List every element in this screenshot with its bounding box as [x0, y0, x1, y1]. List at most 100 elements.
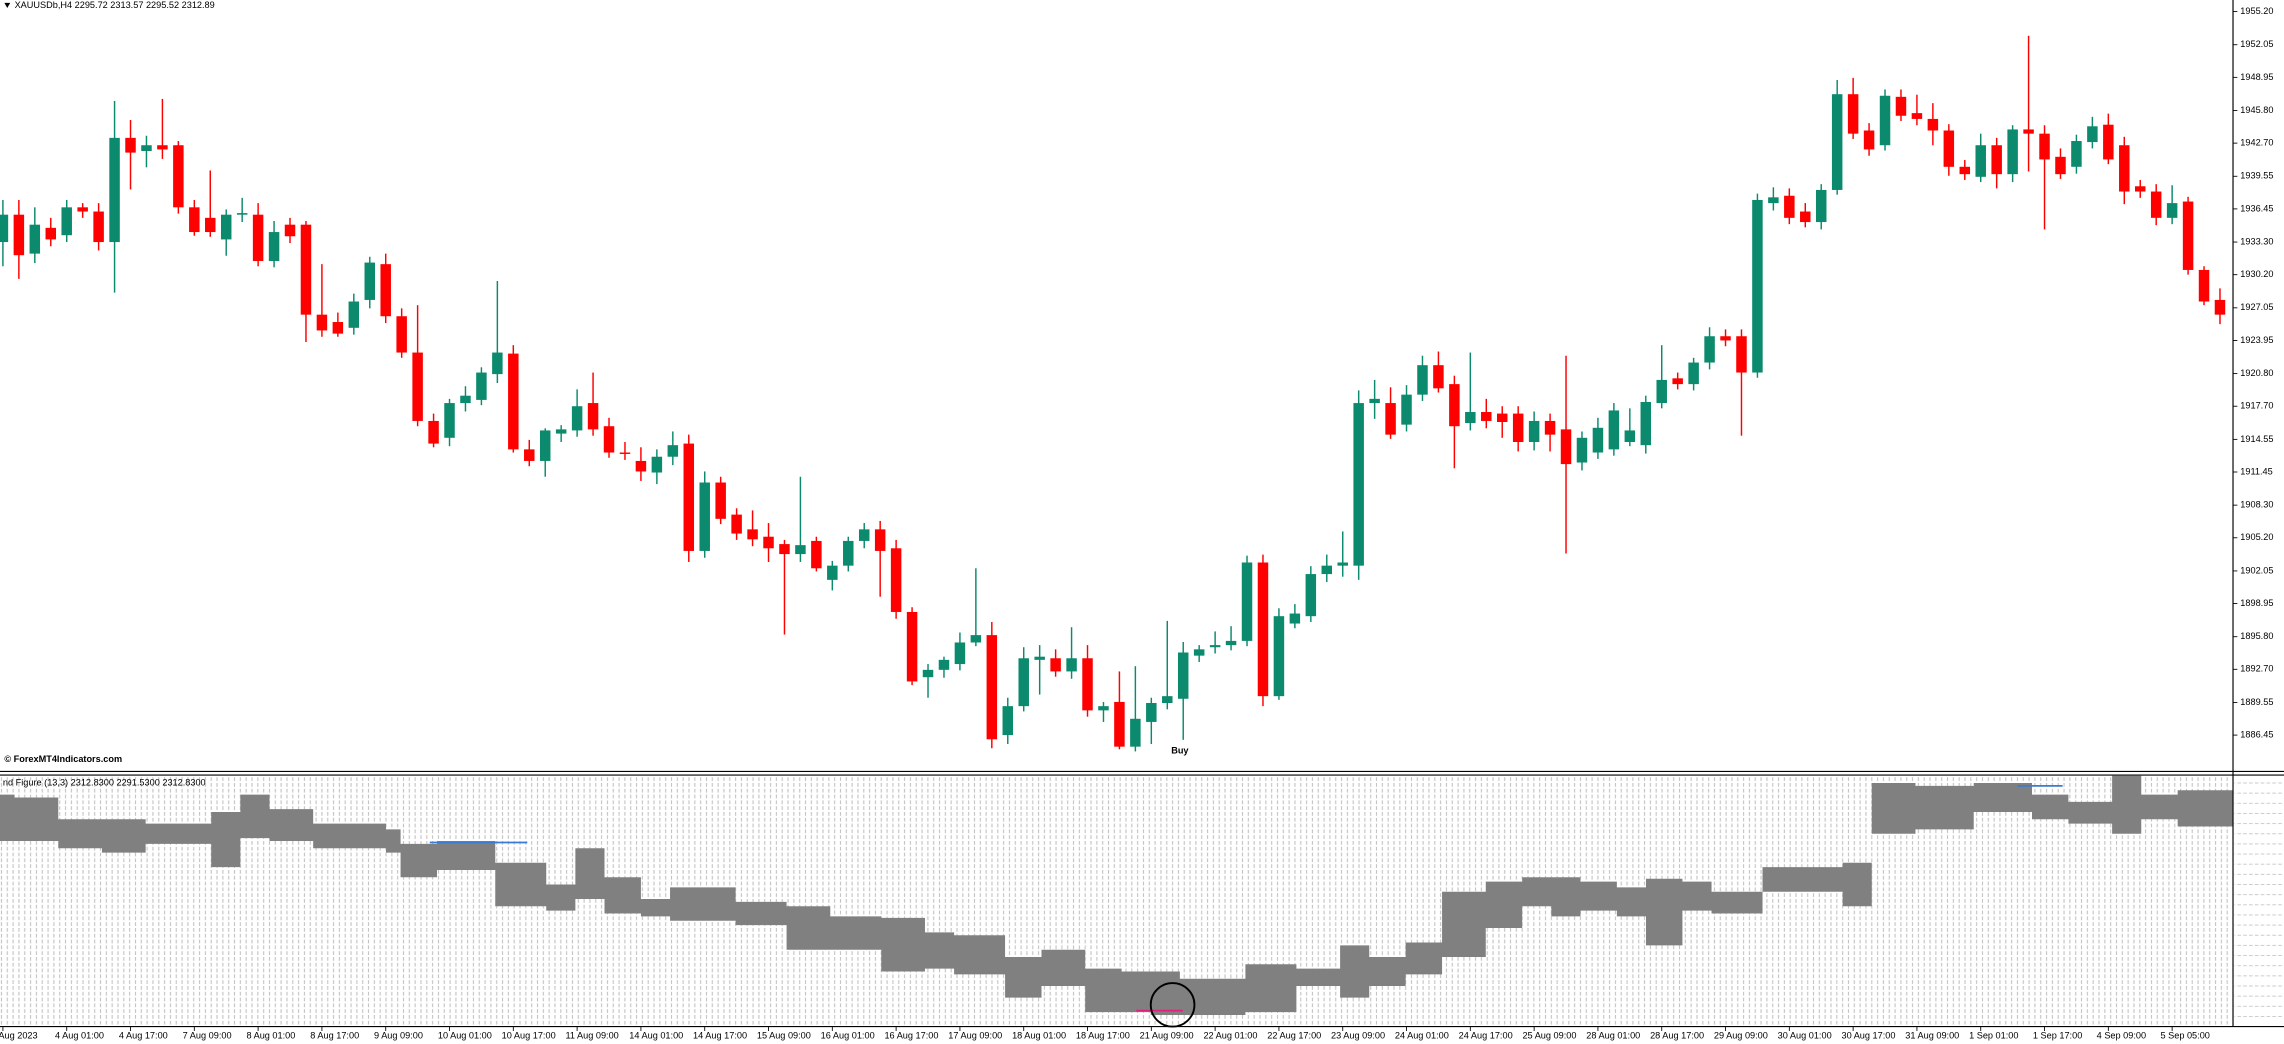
candle-body	[364, 262, 376, 300]
candle-body	[1417, 365, 1428, 395]
candle-body	[1815, 189, 1827, 223]
y-tick-label: 1920.80	[2240, 368, 2273, 378]
x-tick-label: 11 Aug 09:00	[565, 1030, 618, 1040]
y-tick-label: 1955.20	[2240, 6, 2273, 16]
indicator-axis-pattern	[2234, 775, 2284, 1027]
candle-body	[1752, 199, 1763, 373]
x-tick-label: 23 Aug 09:00	[1331, 1030, 1385, 1040]
x-tick-label: 9 Aug 09:00	[374, 1030, 423, 1040]
candle-body	[1560, 429, 1572, 465]
candle-body	[1672, 378, 1683, 385]
symbol-menu-icon[interactable]	[4, 2, 11, 8]
candles	[0, 35, 2226, 752]
candle-body	[508, 353, 519, 450]
candle-body	[45, 227, 57, 240]
candle-body	[1656, 379, 1667, 404]
candle-body	[348, 301, 360, 328]
candle-body	[1146, 702, 1157, 722]
candle-body	[0, 214, 9, 243]
candle-body	[986, 635, 998, 740]
candle-body	[827, 565, 838, 580]
candle-body	[1066, 658, 1077, 672]
candle-body	[2119, 145, 2130, 192]
candle-body	[77, 207, 88, 212]
candle-body	[1114, 701, 1125, 747]
candle-body	[1177, 652, 1189, 699]
indicator-band	[0, 775, 2234, 1015]
candle-body	[2134, 186, 2146, 192]
candle-body	[1640, 402, 1652, 446]
y-tick-label: 1942.70	[2240, 138, 2273, 148]
candle-body	[811, 540, 822, 569]
candle-body	[1911, 113, 1923, 119]
candle-body	[1481, 412, 1492, 421]
x-tick-label: 15 Aug 09:00	[757, 1030, 811, 1040]
candle-body	[1544, 420, 1556, 435]
candle-body	[2023, 129, 2034, 134]
candle-body	[1512, 413, 1524, 443]
candle-body	[1433, 365, 1444, 389]
candle-body	[220, 214, 232, 240]
candle-body	[1991, 145, 2002, 175]
x-tick-label: 29 Aug 09:00	[1714, 1030, 1768, 1040]
candle-body	[1720, 336, 1731, 341]
x-tick-label: 16 Aug 01:00	[821, 1030, 875, 1040]
x-tick-label: 22 Aug 01:00	[1203, 1030, 1257, 1040]
candle-body	[1130, 718, 1141, 747]
candle-body	[1305, 574, 1317, 617]
y-tick-label: 1889.55	[2240, 697, 2273, 707]
x-tick-label: 1 Sep 01:00	[1969, 1030, 2018, 1040]
candle-body	[1576, 437, 1588, 463]
candle-body	[2071, 141, 2082, 167]
candle-body	[603, 426, 615, 453]
candle-body	[906, 611, 918, 682]
candle-body	[731, 514, 742, 534]
y-tick-label: 1945.80	[2240, 105, 2273, 115]
candle-body	[1688, 362, 1699, 385]
candle-body	[1050, 658, 1061, 672]
candle-body	[1002, 706, 1014, 736]
candle-body	[1879, 95, 1891, 146]
candle-body	[157, 145, 168, 150]
y-tick-label: 1914.55	[2240, 434, 2273, 444]
candle-body	[1800, 211, 1811, 223]
y-tick-label: 1911.45	[2240, 466, 2272, 476]
candle-body	[619, 452, 631, 454]
candle-body	[332, 322, 344, 334]
candle-body	[189, 207, 200, 233]
candle-body	[2087, 126, 2098, 143]
x-tick-label: 14 Aug 17:00	[693, 1030, 747, 1040]
x-tick-label: 4 Sep 09:00	[2097, 1030, 2146, 1040]
candle-body	[252, 214, 264, 261]
candle-body	[1082, 658, 1093, 711]
candle-body	[2055, 156, 2066, 175]
candle-body	[1098, 706, 1109, 711]
candle-body	[1193, 649, 1205, 656]
candle-body	[1768, 197, 1779, 204]
y-tick-label: 1948.95	[2240, 72, 2273, 82]
x-tick-label: 24 Aug 17:00	[1459, 1030, 1513, 1040]
x-tick-label: 22 Aug 17:00	[1267, 1030, 1321, 1040]
y-tick-label: 1939.55	[2240, 171, 2273, 181]
candle-body	[396, 316, 407, 353]
candle-body	[555, 429, 567, 434]
y-tick-label: 1895.80	[2240, 631, 2273, 641]
candle-body	[316, 314, 328, 331]
candle-body	[1784, 195, 1795, 218]
y-tick-label: 1930.20	[2240, 269, 2273, 279]
candle-body	[1353, 403, 1364, 566]
x-tick-label: 1 Sep 17:00	[2033, 1030, 2082, 1040]
candle-body	[2103, 124, 2114, 160]
candle-body	[1257, 562, 1269, 697]
candle-body	[667, 445, 679, 457]
candle-body	[1736, 336, 1747, 373]
y-tick-label: 1917.70	[2240, 401, 2273, 411]
candle-body	[763, 536, 774, 549]
candle-body	[1465, 412, 1476, 424]
candle-body	[1959, 166, 1971, 175]
candle-body	[635, 460, 647, 472]
x-tick-label: 28 Aug 17:00	[1650, 1030, 1704, 1040]
candle-body	[1624, 430, 1636, 443]
